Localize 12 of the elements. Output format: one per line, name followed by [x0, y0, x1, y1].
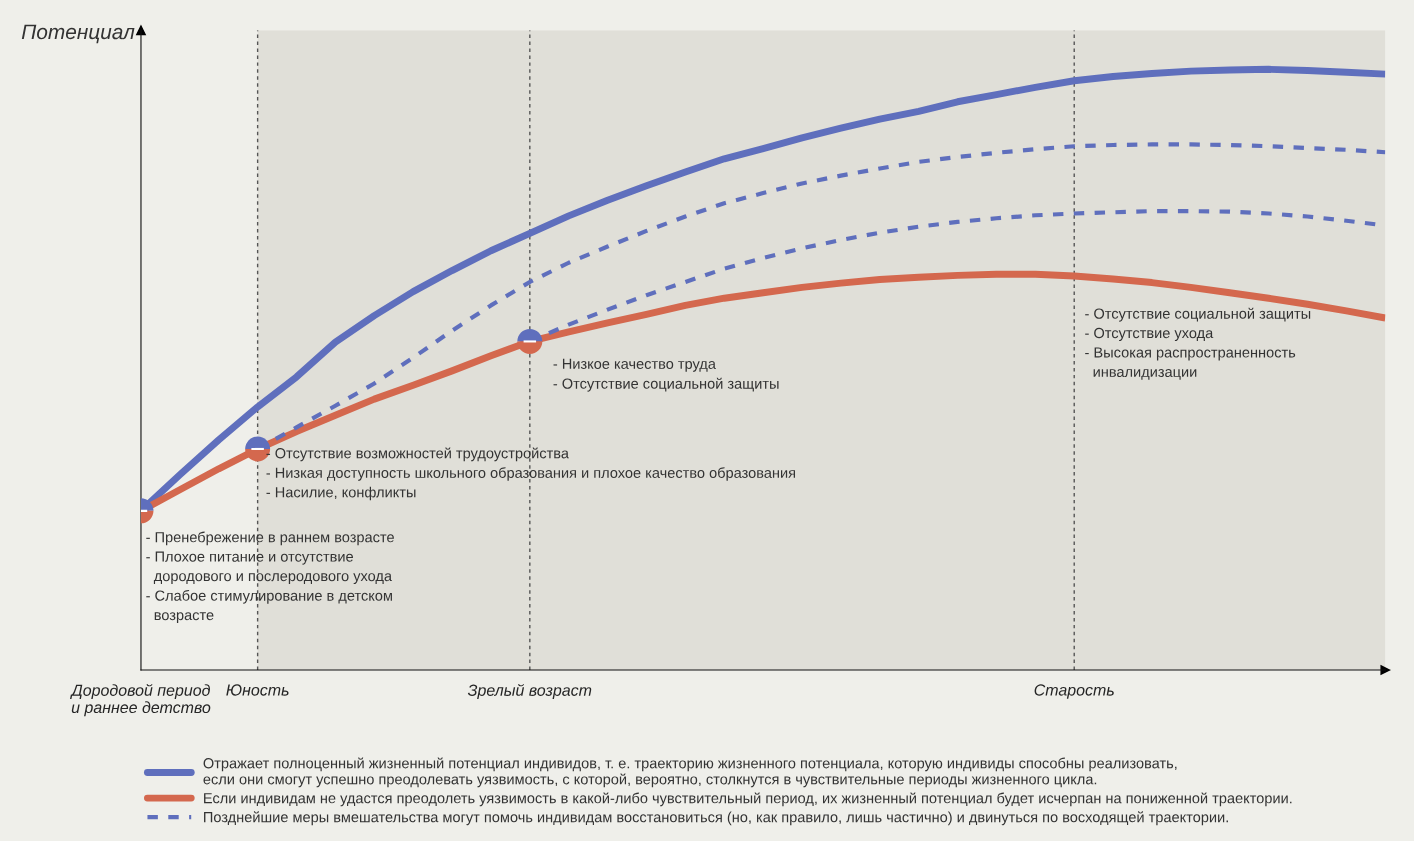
- legend-label: Если индивидам не удастся преодолеть уязвимость в какой-либо чувствительный период, их жизненный потенциал будет исчерпан на пониженной траектории.: [204, 792, 1292, 807]
- legend-label: Позднейшие меры вмешательства могут помочь индивидам восстановиться (но, как правило, лишь частично) и двинуться по восходящей траектории.: [204, 811, 1228, 826]
- x-tick-label: Юность: [226, 684, 289, 696]
- x-tick-label: Старость: [1034, 684, 1114, 699]
- y-axis-title: Потенциал: [21, 24, 135, 44]
- annotation: - Низкое качество труда - Отсутствие социальной защиты: [553, 358, 779, 392]
- annotation: - Пренебрежение в раннем возрасте - Плохое питание и отсутствие дородового и послеродового ухода - Слабое стимулирование в детском возрасте: [146, 531, 394, 624]
- annotation: - Отсутствие возможностей трудоустройства - Низкая доступность школьного образования и плохое качество образования - Насилие, конфликты: [266, 447, 796, 501]
- x-tick-label: Дородовой период и раннее детство: [70, 683, 211, 717]
- annotation: - Отсутствие социальной защиты - Отсутствие ухода - Высокая распространенность инвалидизации: [1085, 307, 1311, 380]
- legend-label: Отражает полноценный жизненный потенциал индивидов, т. е. траекторию жизненного потенциала, которую индивиды способны реализовать, если они смогут успешно преодолевать уязвимость, с которой, вероятно, столкнутся в чувствительные периоды жизненного цикла.: [203, 757, 1177, 788]
- x-tick-label: Зрелый возраст: [467, 683, 592, 700]
